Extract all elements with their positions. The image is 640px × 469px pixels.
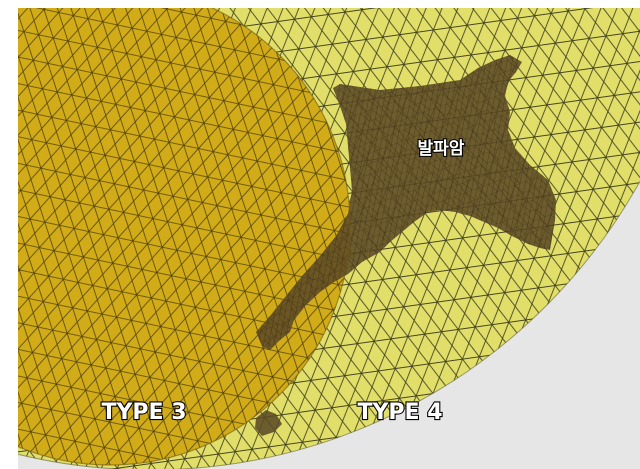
type4-label: TYPE 4 bbox=[357, 400, 442, 425]
type3-label: TYPE 3 bbox=[101, 400, 186, 425]
rock-region bbox=[255, 55, 556, 436]
volcanic-rock-label: 발파암 bbox=[418, 139, 465, 159]
type3-boundary bbox=[18, 8, 351, 466]
